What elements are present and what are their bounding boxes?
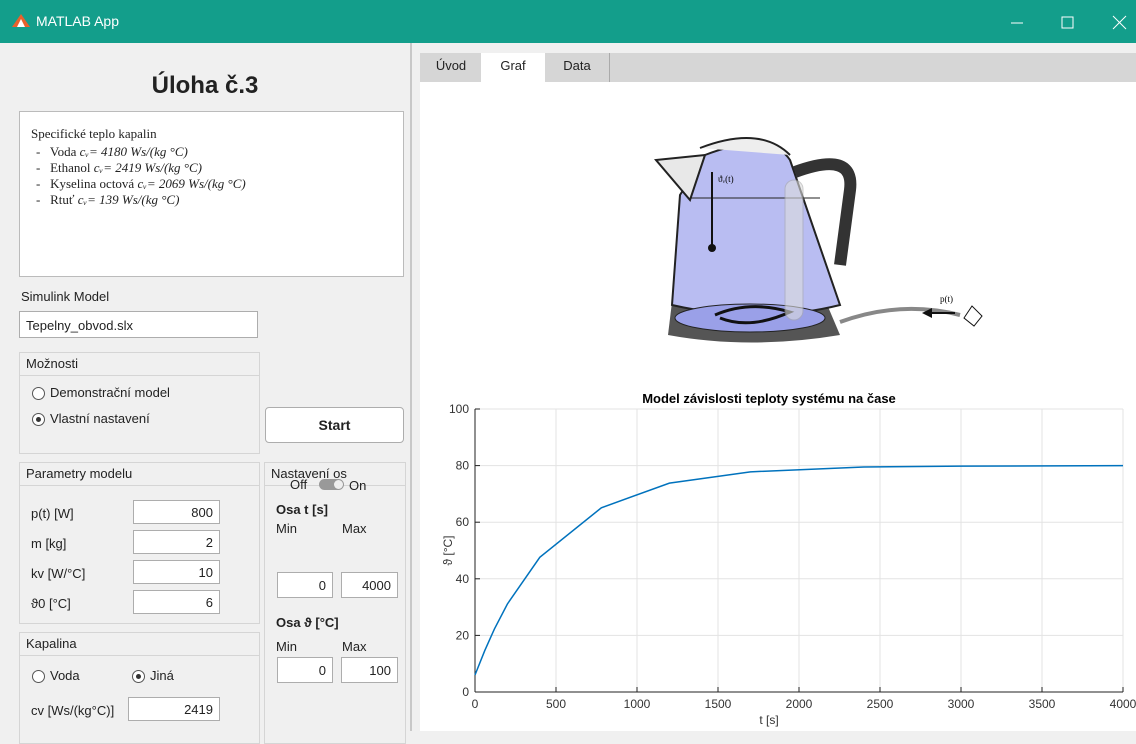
- switch-on-label: On: [349, 478, 367, 493]
- y-axis-label: ϑ [°C]: [441, 535, 455, 565]
- x-tick-label: 3000: [948, 697, 975, 711]
- info-item: - Kyselina octová cᵥ= 2069 Ws/(kg °C): [36, 176, 246, 192]
- x-tick-label: 4000: [1110, 697, 1136, 711]
- y-max-input[interactable]: 100: [341, 657, 398, 683]
- radio-button[interactable]: [132, 670, 145, 683]
- bullet: -: [36, 176, 51, 191]
- param-label: p(t) [W]: [31, 506, 74, 521]
- data-line: [474, 464, 1124, 676]
- bullet: -: [36, 160, 51, 175]
- options-panel: Možnosti Demonstrační model Vlastní nasta…: [19, 352, 260, 454]
- info-list: - Voda cᵥ= 4180 Ws/(kg °C) - Ethanol cᵥ= …: [36, 144, 246, 208]
- axis-y-title: Osa ϑ [°C]: [276, 615, 339, 630]
- formula: cᵥ= 2419 Ws/(kg °C): [93, 160, 203, 175]
- title-bar: MATLAB App: [0, 0, 1136, 43]
- x-tick-label: 2500: [867, 697, 894, 711]
- image-label: ϑᵥ(t): [718, 174, 734, 184]
- y-min-input[interactable]: 0: [277, 657, 333, 683]
- model-input[interactable]: Tepelny_obvod.slx: [19, 311, 258, 338]
- tab[interactable]: Data: [545, 53, 610, 82]
- panel-title: Kapalina: [20, 633, 259, 656]
- tab[interactable]: Graf: [481, 53, 545, 82]
- cv-input[interactable]: 2419: [128, 697, 220, 721]
- bullet: -: [36, 144, 50, 159]
- param-input[interactable]: 10: [133, 560, 220, 584]
- info-box: Specifické teplo kapalin - Voda cᵥ= 4180…: [19, 111, 404, 277]
- y-tick-label: 0: [462, 685, 469, 699]
- param-input[interactable]: 2: [133, 530, 220, 554]
- axes-panel: Nastavení os Off On Osa t [s] Min Max 0 …: [264, 462, 406, 744]
- max-label: Max: [342, 639, 367, 654]
- y-tick-label: 40: [456, 572, 470, 586]
- max-label: Max: [342, 521, 367, 536]
- formula: cᵥ= 2069 Ws/(kg °C): [137, 176, 246, 191]
- divider: [410, 43, 412, 731]
- param-label: ϑ0 [°C]: [31, 596, 71, 611]
- min-label: Min: [276, 639, 297, 654]
- params-panel: Parametry modelu p(t) [W] 800 m [kg] 2 kv [W…: [19, 462, 260, 624]
- chart-title: Model závislosti teploty systému na čase: [642, 391, 896, 406]
- x-tick-label: 3500: [1029, 697, 1056, 711]
- liquid-panel: Kapalina Voda Jiná cv [Ws/(kg°C)] 2419: [19, 632, 260, 744]
- info-item: - Rtuť cᵥ= 139 Ws/(kg °C): [36, 192, 246, 208]
- panel-title: Možnosti: [20, 353, 259, 376]
- axes-switch[interactable]: [319, 479, 344, 490]
- t-min-input[interactable]: 0: [277, 572, 333, 598]
- radio-label: Demonstrační model: [50, 385, 170, 400]
- app-icon: [12, 14, 30, 27]
- x-tick-label: 500: [546, 697, 566, 711]
- formula: cᵥ= 4180 Ws/(kg °C): [79, 144, 188, 159]
- y-tick-label: 20: [456, 628, 470, 642]
- x-tick-label: 1500: [705, 697, 732, 711]
- info-item: - Ethanol cᵥ= 2419 Ws/(kg °C): [36, 160, 246, 176]
- window-controls[interactable]: [1005, 13, 1130, 31]
- kettle-image: ϑᵥ(t) p(t): [620, 96, 1002, 381]
- liquid-name: Ethanol: [50, 160, 91, 175]
- panel-title: Parametry modelu: [20, 463, 259, 486]
- y-tick-label: 80: [456, 459, 470, 473]
- min-label: Min: [276, 521, 297, 536]
- heading: Úloha č.3: [151, 72, 259, 99]
- liquid-name: Rtuť: [50, 192, 75, 207]
- radio-label: Vlastní nastavení: [50, 411, 150, 426]
- x-tick-label: 2000: [786, 697, 813, 711]
- y-tick-label: 100: [449, 402, 469, 416]
- x-tick-label: 1000: [624, 697, 651, 711]
- bullet: -: [36, 192, 51, 207]
- axis-t-title: Osa t [s]: [276, 502, 329, 517]
- liquid-name: Voda: [49, 144, 77, 159]
- param-label: m [kg]: [31, 536, 67, 551]
- formula: cᵥ= 139 Ws/(kg °C): [77, 192, 180, 207]
- model-label: Simulink Model: [21, 289, 110, 304]
- t-max-input[interactable]: 4000: [341, 572, 398, 598]
- radio-button[interactable]: [32, 387, 45, 400]
- liquid-name: Kyselina octová: [50, 176, 135, 191]
- start-button[interactable]: Start: [265, 407, 404, 443]
- radio-label: Jiná: [150, 668, 174, 683]
- switch-off-label: Off: [290, 477, 308, 492]
- radio-button[interactable]: [32, 413, 45, 426]
- info-title: Specifické teplo kapalin: [31, 126, 157, 141]
- x-tick-label: 0: [472, 697, 479, 711]
- param-input[interactable]: 6: [133, 590, 220, 614]
- cv-label: cv [Ws/(kg°C)]: [31, 703, 115, 718]
- x-axis-label: t [s]: [759, 713, 778, 727]
- window-title: MATLAB App: [36, 13, 120, 29]
- image-label: p(t): [940, 294, 953, 304]
- radio-button[interactable]: [32, 670, 45, 683]
- param-label: kv [W/°C]: [31, 566, 86, 581]
- param-input[interactable]: 800: [133, 500, 220, 524]
- info-item: - Voda cᵥ= 4180 Ws/(kg °C): [36, 144, 246, 160]
- radio-label: Voda: [50, 668, 80, 683]
- y-tick-label: 60: [456, 515, 470, 529]
